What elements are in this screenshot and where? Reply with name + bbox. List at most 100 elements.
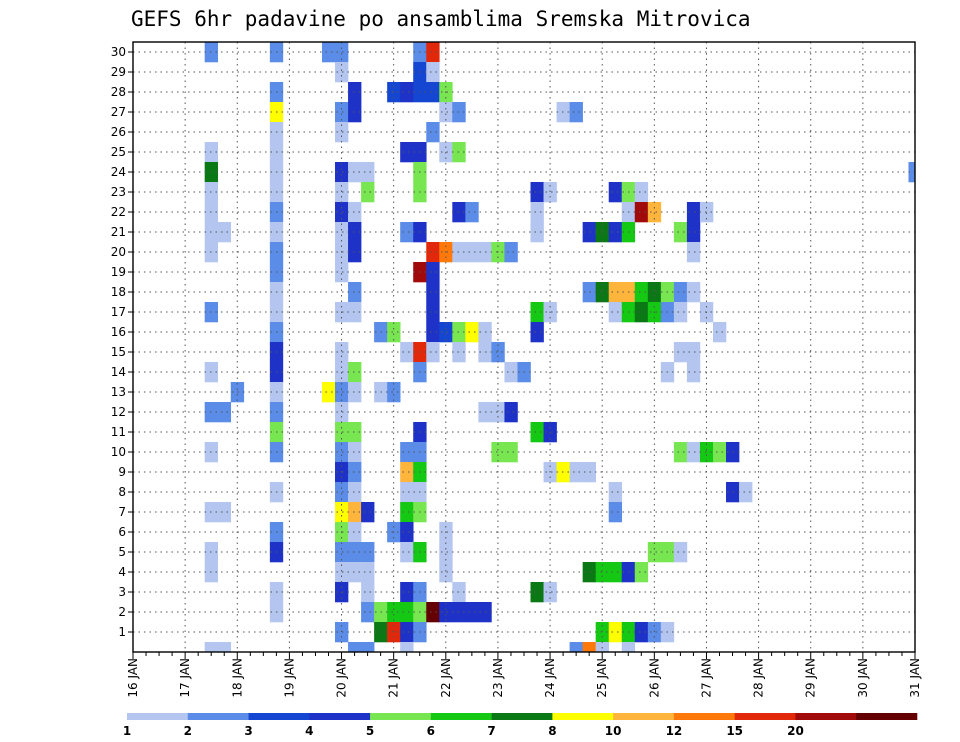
precip-cell-m10-t44 bbox=[699, 442, 714, 463]
precip-cell-m13-t15 bbox=[321, 382, 336, 403]
x-tick-label: 22 JAN bbox=[439, 658, 453, 698]
precip-cell-m2-t20 bbox=[387, 602, 401, 623]
precip-cell-m10-t21 bbox=[400, 442, 414, 463]
precip-cell-m23-t31 bbox=[530, 182, 544, 203]
legend-swatch bbox=[187, 713, 249, 720]
precip-cell-m18-t40 bbox=[647, 282, 662, 303]
precip-cell-m16-t45 bbox=[712, 322, 727, 343]
precip-cell-m21-t37 bbox=[608, 222, 623, 243]
y-tick-label: 18 bbox=[111, 285, 126, 299]
precip-cell-m20-t29 bbox=[504, 242, 518, 263]
legend-swatch bbox=[734, 713, 796, 720]
legend-swatch bbox=[309, 713, 371, 720]
legend-swatch bbox=[430, 713, 492, 720]
y-tick-label: 6 bbox=[118, 525, 126, 539]
precip-cell-m14-t43 bbox=[686, 362, 701, 383]
precip-cell-m11-t31 bbox=[530, 422, 544, 443]
legend-swatch bbox=[673, 713, 735, 720]
precip-cell-m9-t17 bbox=[348, 462, 362, 483]
precip-cell-m4-t17 bbox=[348, 562, 362, 583]
y-tick-label: 13 bbox=[111, 385, 126, 399]
legend-swatch bbox=[491, 713, 553, 720]
precip-cell-m5-t42 bbox=[673, 542, 688, 563]
y-tick-label: 30 bbox=[111, 45, 126, 59]
precip-cell-m3-t31 bbox=[530, 582, 544, 603]
precip-cell-m22-t31 bbox=[530, 202, 544, 223]
precip-cell-m23-t16 bbox=[335, 182, 349, 203]
precip-cell-m5-t40 bbox=[647, 542, 662, 563]
precip-cell-m7-t7 bbox=[217, 502, 232, 523]
y-tick-label: 26 bbox=[111, 125, 126, 139]
precip-cell-m17-t42 bbox=[673, 302, 688, 323]
precip-cell-m2-t18 bbox=[361, 602, 375, 623]
y-tick-label: 4 bbox=[118, 565, 126, 579]
precip-cell-m4-t18 bbox=[361, 562, 375, 583]
y-tick-label: 16 bbox=[111, 325, 126, 339]
legend-swatch bbox=[795, 713, 857, 720]
precip-cell-m21-t42 bbox=[673, 222, 688, 243]
precip-cell-m10-t16 bbox=[335, 442, 349, 463]
precip-cell-m0-t35 bbox=[582, 642, 596, 653]
x-tick-label: 17 JAN bbox=[178, 658, 192, 698]
y-tick-label: 23 bbox=[111, 185, 126, 199]
precip-cell-m5-t21 bbox=[400, 542, 414, 563]
precip-cell-m15-t16 bbox=[335, 342, 349, 363]
legend-label: 5 bbox=[366, 724, 374, 738]
precip-cell-m4-t39 bbox=[634, 562, 649, 583]
plot-frame bbox=[132, 41, 916, 653]
grid-lines bbox=[133, 42, 915, 652]
y-tick-label: 3 bbox=[118, 585, 126, 599]
precip-cell-m10-t17 bbox=[348, 442, 362, 463]
legend-label: 8 bbox=[548, 724, 556, 738]
precip-cell-m30-t15 bbox=[321, 42, 336, 63]
legend-swatch bbox=[248, 713, 310, 720]
precip-cell-m1-t21 bbox=[400, 622, 414, 643]
y-tick-label: 22 bbox=[111, 205, 126, 219]
precip-cell-m18-t39 bbox=[634, 282, 649, 303]
y-tick-label: 20 bbox=[111, 245, 126, 259]
precip-cell-m14-t17 bbox=[348, 362, 362, 383]
y-tick-label: 15 bbox=[111, 345, 126, 359]
precip-cell-m3-t21 bbox=[400, 582, 414, 603]
precip-cell-m4-t16 bbox=[335, 562, 349, 583]
x-tick-label: 24 JAN bbox=[543, 658, 557, 698]
precip-cell-m5-t16 bbox=[335, 542, 349, 563]
precip-cell-m7-t21 bbox=[400, 502, 414, 523]
y-tick-label: 5 bbox=[118, 545, 126, 559]
precip-cell-m21-t7 bbox=[217, 222, 232, 243]
precip-cell-m9-t34 bbox=[569, 462, 583, 483]
precip-cell-m10-t28 bbox=[491, 442, 505, 463]
y-tick-label: 7 bbox=[118, 505, 126, 519]
precip-cell-m15-t28 bbox=[491, 342, 505, 363]
precip-cell-m1-t36 bbox=[595, 622, 610, 643]
precip-cell-m23-t32 bbox=[543, 182, 557, 203]
y-tick-label: 27 bbox=[111, 105, 126, 119]
precip-cell-m15-t21 bbox=[400, 342, 414, 363]
legend-label: 7 bbox=[487, 724, 495, 738]
precip-cell-m3-t18 bbox=[361, 582, 375, 603]
precip-cell-m24-t17 bbox=[348, 162, 362, 183]
legend-label: 15 bbox=[726, 724, 743, 738]
precip-cell-m2-t24 bbox=[439, 602, 453, 623]
legend-label: 12 bbox=[666, 724, 683, 738]
precip-cell-m28-t21 bbox=[400, 82, 414, 103]
precip-cell-m6-t21 bbox=[400, 522, 414, 543]
precip-cell-m20-t23 bbox=[426, 242, 440, 263]
x-tick-label: 18 JAN bbox=[230, 658, 244, 698]
precip-cell-m13-t20 bbox=[387, 382, 401, 403]
precip-cell-m8-t47 bbox=[739, 482, 753, 503]
precip-cell-m22-t16 bbox=[335, 202, 349, 223]
precip-cell-m21-t21 bbox=[400, 222, 414, 243]
y-tick-label: 11 bbox=[111, 425, 126, 439]
heatmap-cells bbox=[204, 42, 916, 653]
precip-cell-m10-t42 bbox=[673, 442, 688, 463]
precip-cell-m21-t17 bbox=[348, 222, 362, 243]
precip-cell-m10-t43 bbox=[686, 442, 701, 463]
precip-cell-m22-t17 bbox=[348, 202, 362, 223]
precip-cell-m1-t40 bbox=[647, 622, 662, 643]
precip-cell-m5-t24 bbox=[439, 542, 453, 563]
precip-cell-m8-t16 bbox=[335, 482, 349, 503]
precip-cell-m16-t24 bbox=[439, 322, 453, 343]
precip-cell-m19-t23 bbox=[426, 262, 440, 283]
